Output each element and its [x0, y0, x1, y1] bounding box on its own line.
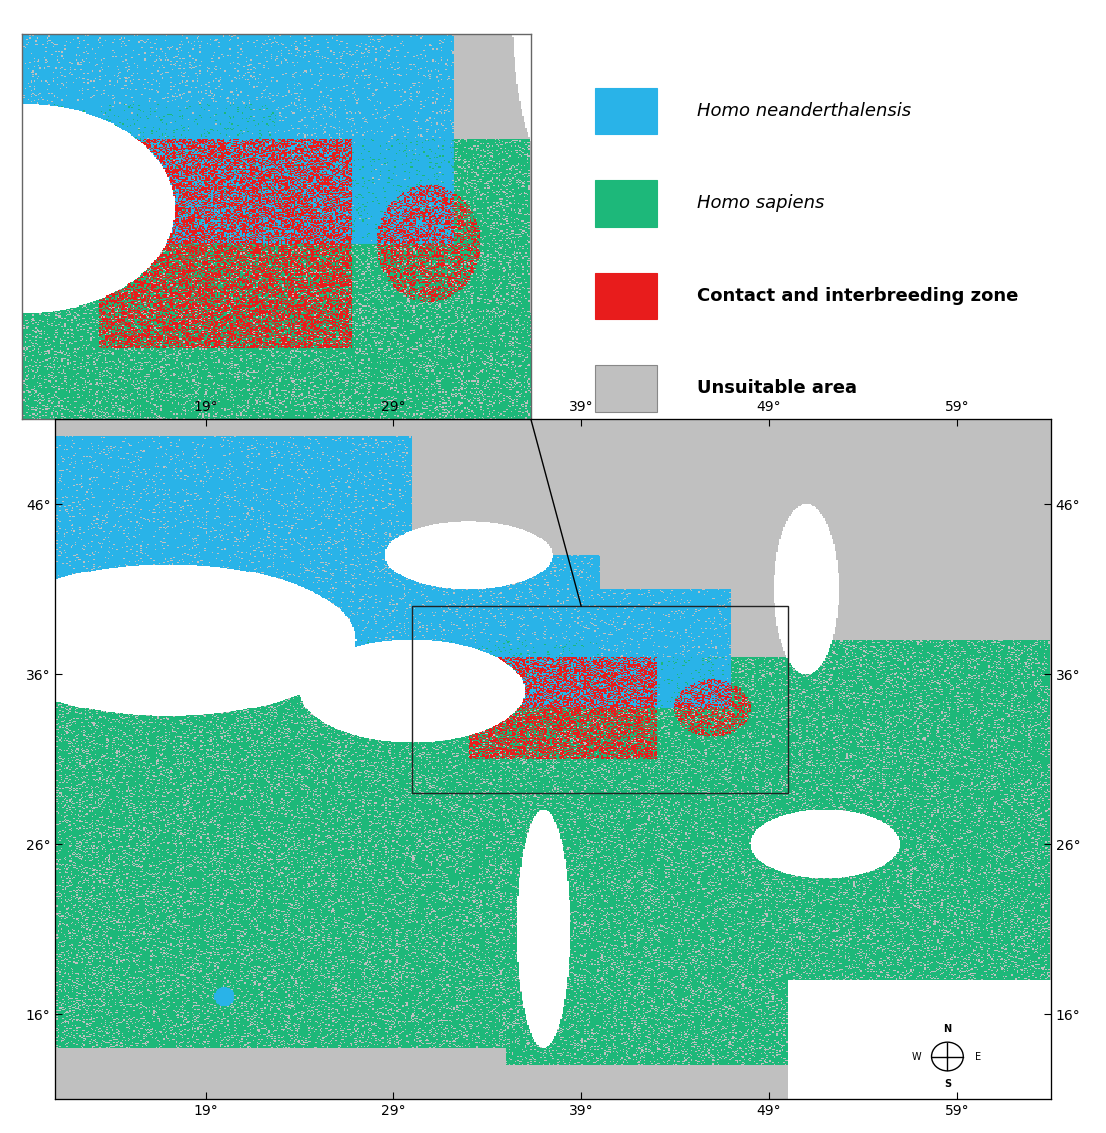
- Text: W: W: [912, 1051, 921, 1062]
- Text: Unsuitable area: Unsuitable area: [697, 380, 857, 398]
- Text: Homo neanderthalensis: Homo neanderthalensis: [697, 102, 911, 120]
- FancyBboxPatch shape: [595, 365, 657, 411]
- Bar: [413, 606, 787, 793]
- Text: S: S: [943, 1079, 951, 1089]
- FancyBboxPatch shape: [595, 180, 657, 227]
- Text: Contact and interbreeding zone: Contact and interbreeding zone: [697, 287, 1019, 305]
- Text: Homo sapiens: Homo sapiens: [697, 195, 825, 213]
- FancyBboxPatch shape: [595, 88, 657, 134]
- Text: N: N: [943, 1024, 951, 1034]
- FancyBboxPatch shape: [595, 273, 657, 320]
- Text: E: E: [974, 1051, 981, 1062]
